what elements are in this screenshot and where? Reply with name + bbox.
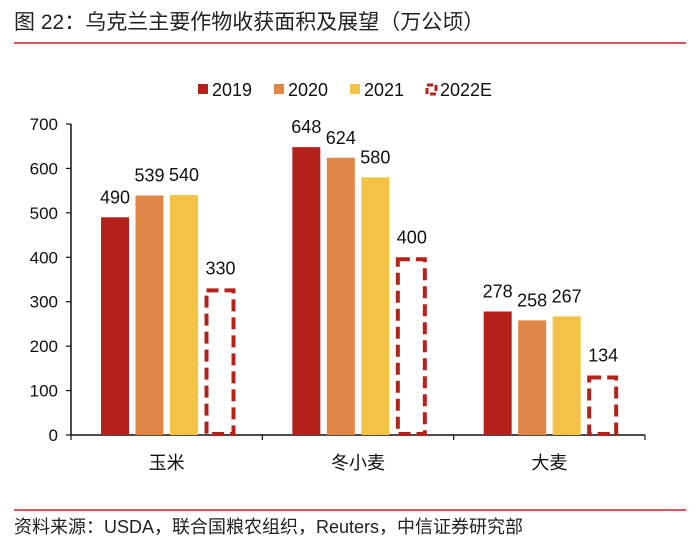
y-tick-label: 600 (30, 159, 58, 178)
bar-2022E (204, 288, 236, 436)
bar-2022E (587, 375, 619, 437)
bar-2021 (361, 177, 390, 436)
y-tick-label: 100 (30, 382, 58, 401)
y-tick-label: 400 (30, 248, 58, 267)
legend-swatch-2019 (198, 84, 208, 94)
legend-swatch-2020 (274, 84, 284, 94)
bar-2019 (292, 147, 321, 436)
data-label: 400 (397, 227, 427, 247)
y-tick-label: 300 (30, 293, 58, 312)
bar-2019 (101, 217, 129, 435)
bar-2021 (552, 316, 581, 435)
bar-2020 (518, 320, 547, 435)
legend-label-2019: 2019 (212, 80, 252, 100)
data-label: 624 (326, 128, 356, 148)
x-tick-label: 玉米 (149, 453, 185, 473)
data-label: 539 (134, 166, 164, 186)
y-tick-label: 0 (49, 426, 58, 445)
title-divider (14, 42, 686, 44)
data-label: 267 (552, 286, 582, 306)
bar-2022E (395, 257, 427, 436)
legend-label-2020: 2020 (288, 80, 328, 100)
x-tick-label: 大麦 (531, 453, 567, 473)
bar-2020 (135, 195, 164, 435)
legend-label-2021: 2021 (364, 80, 404, 100)
bar-2019 (483, 311, 512, 435)
legend-swatch-2022E (425, 83, 438, 96)
data-label: 330 (205, 258, 235, 278)
figure-title: 图 22：乌克兰主要作物收获面积及展望（万公顷） (14, 11, 485, 34)
y-tick-label: 500 (30, 204, 58, 223)
source-divider (14, 509, 686, 511)
data-label: 490 (100, 187, 130, 207)
data-label: 258 (517, 290, 547, 310)
x-tick-label: 冬小麦 (331, 453, 385, 473)
y-tick-label: 700 (30, 115, 58, 134)
data-label: 580 (360, 147, 390, 167)
data-label: 540 (169, 165, 199, 185)
bar-2020 (326, 157, 355, 435)
source-note: 资料来源：USDA，联合国粮农组织，Reuters，中信证券研究部 (14, 517, 524, 537)
data-label: 648 (291, 117, 321, 137)
legend-swatch-2021 (350, 84, 360, 94)
data-label: 278 (483, 281, 513, 301)
bar-2021 (170, 195, 198, 435)
y-tick-label: 200 (30, 337, 58, 356)
legend-label-2022E: 2022E (440, 80, 492, 100)
data-label: 134 (588, 345, 618, 365)
